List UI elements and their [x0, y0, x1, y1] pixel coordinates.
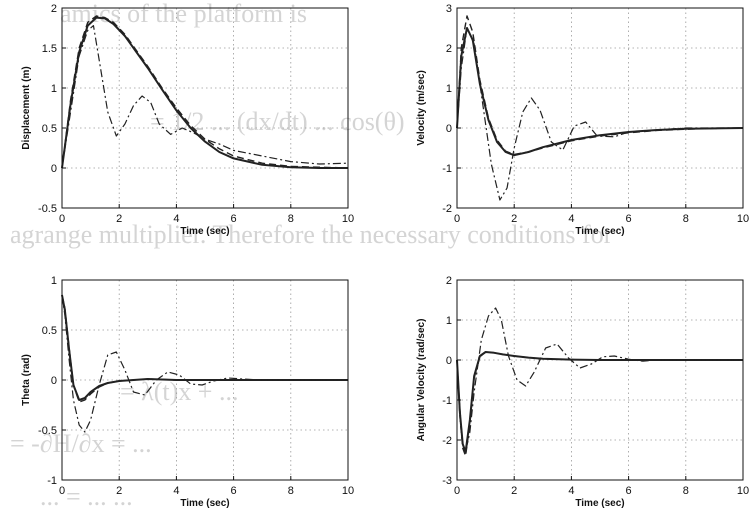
series-line-solid	[456, 27, 744, 157]
x-tick-label: 0	[59, 213, 65, 225]
x-axis-label: Time (sec)	[575, 498, 624, 509]
x-tick-label: 4	[568, 213, 574, 225]
y-axis-label: Angular Velocity (rad/sec)	[416, 319, 427, 442]
y-tick-label: 0	[51, 163, 57, 175]
theta-plot: 0 2 4 6 8 10 -1 -0.5 0 0.5 1 Time (sec) Theta (rad)	[0, 272, 360, 519]
series-line-solid	[61, 16, 348, 169]
y-tick-label: -1	[442, 163, 452, 175]
x-tick-label: 8	[683, 213, 689, 225]
x-tick-label: 4	[568, 485, 574, 497]
series-line-dashed	[456, 15, 744, 156]
series-line-dashed	[61, 15, 349, 169]
y-tick-label: 2	[446, 43, 452, 55]
x-tick-label: 0	[59, 485, 65, 497]
x-tick-label: 8	[683, 485, 689, 497]
y-tick-label: -2	[442, 203, 452, 215]
y-tick-label: 0.5	[42, 325, 57, 337]
y-tick-label: 0	[446, 123, 452, 135]
series-line-dashdot	[61, 25, 349, 169]
background-text-line: = 1/2 ... (dx/dt) ... cos(θ)	[150, 107, 405, 136]
x-tick-label: 2	[511, 485, 517, 497]
x-axis-label: Time (sec)	[180, 498, 229, 509]
x-tick-label: 10	[342, 485, 354, 497]
angular-velocity-plot: 0 2 4 6 8 10 -3 -2 -1 0 1 2 Time (sec) Angular Veloci…	[395, 272, 754, 519]
background-text-line: amics of the platform is	[60, 0, 307, 28]
x-tick-label: 10	[737, 485, 749, 497]
series-line-dashdot	[456, 27, 743, 201]
y-tick-label: 1	[51, 275, 57, 287]
x-tick-label: 4	[173, 485, 179, 497]
displacement-plot: 0 2 4 6 8 10 -0.5 0 0.5 1 1.5 2 Time (sec) Displaceme…	[0, 0, 360, 245]
series-line-dashdot	[61, 294, 348, 433]
series-line-dashed	[456, 351, 743, 457]
x-axis-label: Time (sec)	[180, 226, 229, 237]
y-tick-label: 3	[446, 3, 452, 15]
velocity-plot: 0 2 4 6 8 10 -2 -1 0 1 2 3 Time (sec) Velocity (m/sec…	[395, 0, 754, 245]
x-tick-label: 0	[454, 213, 460, 225]
x-tick-label: 8	[288, 213, 294, 225]
y-tick-label: -1	[442, 395, 452, 407]
plot-frame	[456, 7, 744, 209]
x-tick-label: 10	[737, 213, 749, 225]
series-line-dashed	[61, 294, 348, 403]
x-tick-label: 6	[626, 213, 632, 225]
y-tick-label: 1	[446, 315, 452, 327]
plot-frame	[456, 279, 744, 481]
y-axis-label: Velocity (m/sec)	[416, 70, 427, 146]
theta-chart: 0 2 4 6 8 10 -1 -0.5 0 0.5 1 Time (sec) Theta (rad)	[21, 275, 354, 509]
x-tick-label: 2	[511, 213, 517, 225]
velocity-chart: 0 2 4 6 8 10 -2 -1 0 1 2 3 Time (sec) Velocity (m/sec…	[416, 3, 749, 237]
x-tick-label: 6	[626, 485, 632, 497]
background-text-line: ... = ... ...	[40, 482, 133, 511]
y-tick-label: 1	[446, 83, 452, 95]
y-tick-label: -0.5	[38, 203, 57, 215]
y-axis-label: Displacement (m)	[21, 66, 32, 149]
series-line-solid	[456, 351, 743, 453]
y-tick-label: 1	[51, 83, 57, 95]
y-tick-label: 0	[51, 375, 57, 387]
x-axis-label: Time (sec)	[575, 226, 624, 237]
y-tick-label: -1	[47, 475, 57, 487]
y-tick-label: 1.5	[42, 43, 57, 55]
x-tick-label: 6	[231, 213, 237, 225]
y-tick-label: -3	[442, 475, 452, 487]
background-text-line: agrange multiplier. Therefore the necess…	[10, 220, 613, 249]
x-tick-label: 10	[342, 213, 354, 225]
y-axis-label: Theta (rad)	[21, 354, 32, 406]
plot-frame	[61, 7, 349, 209]
x-tick-label: 8	[288, 485, 294, 497]
y-tick-label: 0	[446, 355, 452, 367]
y-tick-label: -2	[442, 435, 452, 447]
y-tick-label: 2	[446, 275, 452, 287]
x-tick-label: 0	[454, 485, 460, 497]
series-line-dashdot	[456, 307, 743, 453]
y-tick-label: 2	[51, 3, 57, 15]
x-tick-label: 2	[116, 213, 122, 225]
y-tick-label: 0.5	[42, 123, 57, 135]
x-tick-label: 2	[116, 485, 122, 497]
y-tick-label: -0.5	[38, 425, 57, 437]
x-tick-label: 4	[173, 213, 179, 225]
x-tick-label: 6	[231, 485, 237, 497]
background-text-line: = -∂H/∂x = ...	[10, 429, 152, 458]
angular-velocity-chart: 0 2 4 6 8 10 -3 -2 -1 0 1 2 Time (sec) Angular Veloci…	[416, 275, 749, 509]
background-text-line: = λ(t)x + ...	[120, 377, 238, 406]
